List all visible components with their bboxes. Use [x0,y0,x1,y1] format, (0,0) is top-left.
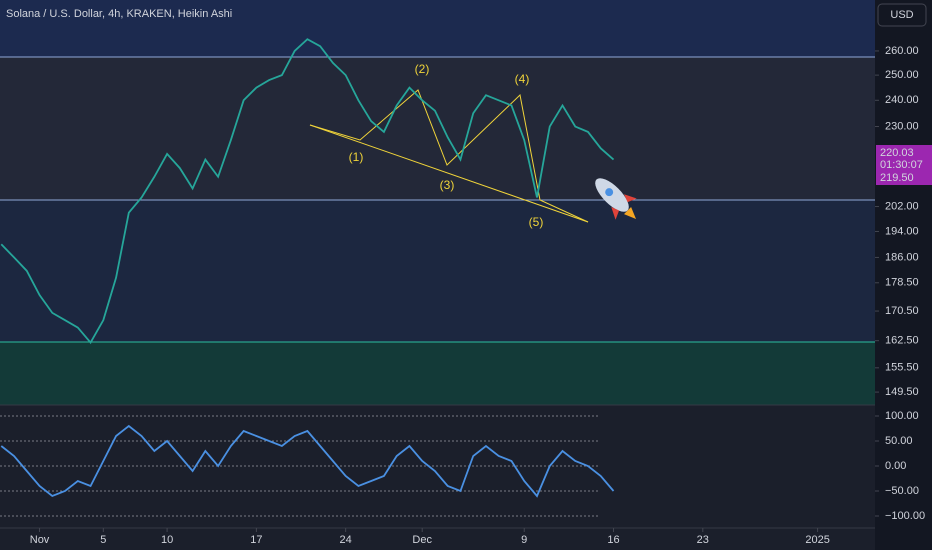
y-tick-label: 100.00 [885,410,919,422]
wave-label: (5) [529,215,544,229]
range-zone [0,57,875,200]
y-tick-label: 260.00 [885,45,919,57]
y-tick-label: 202.00 [885,200,919,212]
x-tick-label: 2025 [805,534,829,546]
demand-zone [0,342,875,405]
support-zone [0,200,875,342]
bid-price: 219.50 [880,172,914,184]
y-tick-label: 170.50 [885,305,919,317]
x-tick-label: 24 [340,534,352,546]
resistance-zone [0,0,875,57]
countdown: 01:30:07 [880,159,923,171]
y-tick-label: 178.50 [885,277,919,289]
wave-lines [309,89,589,223]
wave-label: (1) [349,150,364,164]
price-line [0,424,615,498]
y-tick-label: 155.50 [885,362,919,374]
price-line [0,38,615,345]
x-tick-label: 5 [100,534,106,546]
x-tick-label: 23 [697,534,709,546]
x-tick-label: Nov [30,534,50,546]
y-tick-label: −50.00 [885,485,919,497]
price-badge [876,145,932,185]
x-tick-label: Dec [412,534,432,546]
last-price: 220.03 [880,147,914,159]
rocket-icon [595,178,637,220]
y-tick-label: 230.00 [885,120,919,132]
price-axis [875,0,932,550]
x-tick-label: 9 [521,534,527,546]
wave-label: (4) [515,72,530,86]
wave-label: (2) [415,62,430,76]
currency-button[interactable] [877,3,927,27]
y-tick-label: 240.00 [885,94,919,106]
x-tick-label: 16 [607,534,619,546]
wave-label: (3) [440,178,455,192]
y-tick-label: 194.00 [885,225,919,237]
y-tick-label: 250.00 [885,69,919,81]
trend-line [309,124,589,223]
x-tick-label: 17 [250,534,262,546]
symbol-title: Solana / U.S. Dollar, 4h, KRAKEN, Heikin… [6,8,232,20]
y-tick-label: −100.00 [885,510,925,522]
y-tick-label: 0.00 [885,460,906,472]
y-tick-label: 50.00 [885,435,913,447]
currency-label: USD [890,9,913,21]
y-tick-label: 186.00 [885,251,919,263]
x-tick-label: 10 [161,534,173,546]
y-tick-label: 149.50 [885,386,919,398]
y-tick-label: 162.50 [885,335,919,347]
